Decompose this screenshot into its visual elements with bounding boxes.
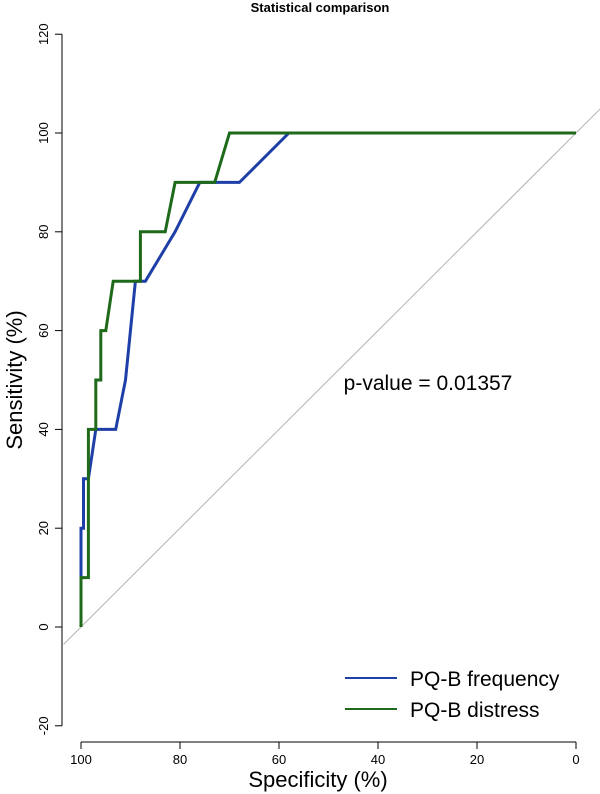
- x-tick-label: 100: [70, 752, 92, 767]
- x-tick-label: 60: [272, 752, 286, 767]
- reference-diagonal: [63, 108, 600, 645]
- x-axis-title: Specificity (%): [248, 767, 387, 792]
- y-tick-label: 100: [36, 122, 51, 144]
- y-tick-label: 80: [36, 225, 51, 239]
- y-tick-label: 120: [36, 23, 51, 45]
- y-tick-label: 20: [36, 521, 51, 535]
- x-tick-label: 80: [173, 752, 187, 767]
- chart-title: Statistical comparison: [251, 0, 390, 15]
- legend-label: PQ-B distress: [410, 699, 540, 722]
- series-line-pq-b-distress: [79, 131, 576, 627]
- y-tick-label: -20: [36, 716, 51, 735]
- series-lines: [79, 131, 576, 627]
- axes: -20 0 20 40 60 80 100 120 100 80 60 40 20 0: [36, 23, 580, 767]
- x-tick-label: 40: [371, 752, 385, 767]
- y-axis-title: Sensitivity (%): [2, 310, 27, 449]
- legend-label: PQ-B frequency: [410, 668, 560, 691]
- series-line-pq-b-frequency: [79, 131, 576, 627]
- reference-diagonal-line: [63, 108, 600, 645]
- y-tick-label: 40: [36, 422, 51, 436]
- y-tick-label: 0: [36, 623, 51, 630]
- legend: PQ-B frequency PQ-B distress: [345, 668, 560, 722]
- x-tick-label: 20: [470, 752, 484, 767]
- y-tick-label: 60: [36, 323, 51, 337]
- p-value-annotation: p-value = 0.01357: [344, 372, 513, 395]
- x-tick-label: 0: [572, 752, 579, 767]
